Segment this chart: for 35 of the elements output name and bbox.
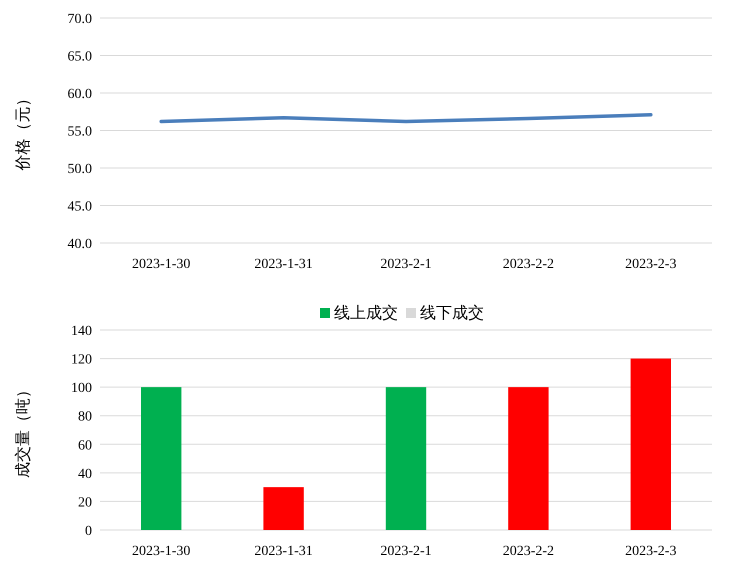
bar [141,387,182,530]
x-tick-label: 2023-1-30 [132,257,190,272]
y-tick-label: 65.0 [68,50,92,64]
x-tick-label: 2023-1-31 [254,544,313,559]
y-axis-title: 成交量（吨） [14,382,32,478]
bar [630,358,671,530]
x-tick-label: 2023-1-31 [254,257,313,272]
y-tick-label: 60 [78,438,92,454]
y-axis-title: 价格（元） [15,90,32,172]
y-tick-label: 70.0 [68,12,92,27]
x-tick-label: 2023-2-1 [380,544,432,559]
x-tick-label: 2023-2-3 [625,257,676,272]
y-tick-label: 20 [78,495,92,510]
y-tick-label: 60.0 [68,87,92,102]
y-tick-label: 40 [78,466,92,482]
line-series [159,113,653,124]
bar [263,487,304,530]
x-tick-label: 2023-2-1 [380,257,432,272]
x-tick-label: 2023-2-3 [625,544,676,559]
x-tick-label: 2023-1-30 [132,544,190,559]
bar [386,387,426,530]
y-tick-label: 100 [71,381,92,396]
y-tick-label: 140 [71,324,92,339]
legend-label: 线上成交 [334,304,398,322]
x-tick-label: 2023-2-2 [502,257,554,272]
x-tick-label: 2023-2-2 [502,544,554,559]
legend-label: 线下成交 [420,304,484,322]
y-tick-label: 50.0 [68,162,92,177]
bar [508,387,549,530]
y-tick-label: 120 [71,352,92,368]
y-tick-label: 55.0 [68,124,92,140]
y-tick-label: 80 [78,410,92,425]
y-tick-label: 40.0 [68,237,92,252]
y-tick-label: 45.0 [68,200,92,214]
y-tick-label: 0 [85,524,92,539]
